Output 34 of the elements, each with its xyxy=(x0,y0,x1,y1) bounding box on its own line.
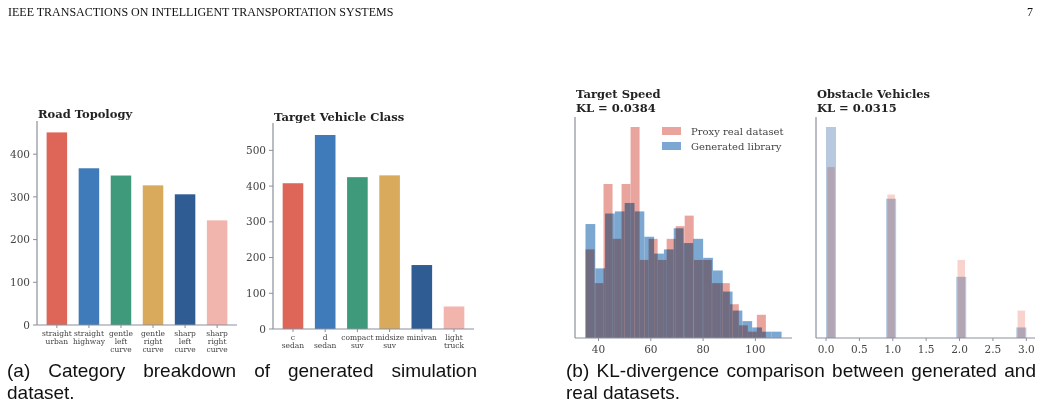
chart-title: Target Speed xyxy=(576,87,661,101)
x-tick-label: 2.0 xyxy=(951,343,968,355)
x-tick-label: 2.5 xyxy=(984,343,1002,355)
chart-subtitle: KL = 0.0384 xyxy=(576,101,656,115)
x-tick-label: 60 xyxy=(644,343,658,355)
chart-subtitle: KL = 0.0315 xyxy=(817,101,897,115)
y-tick-label: 200 xyxy=(245,251,266,264)
y-tick-label: 100 xyxy=(9,275,30,288)
y-tick-label: 300 xyxy=(9,190,30,203)
text: (a) Category breakdown of generated simulation dataset. xyxy=(7,360,477,404)
y-tick-label: 400 xyxy=(245,179,266,192)
x-tick-label: 40 xyxy=(591,343,606,355)
legend-label: Proxy real dataset xyxy=(691,125,784,137)
x-tick-label: 80 xyxy=(696,343,710,355)
y-tick-label: 100 xyxy=(245,286,266,299)
text: (b) KL-divergence comparison between generated and real datasets. xyxy=(566,360,1036,404)
x-tick-label: 1.0 xyxy=(884,343,902,355)
chart-title: Obstacle Vehicles xyxy=(817,87,931,101)
x-tick-label: 1.5 xyxy=(917,343,935,355)
y-tick-label: 0 xyxy=(259,322,266,335)
legend-label: Generated library xyxy=(691,140,782,152)
y-tick-label: 400 xyxy=(9,147,30,160)
y-tick-label: 0 xyxy=(23,318,30,331)
x-tick-label: 3.0 xyxy=(1017,343,1035,355)
text: IEEE TRANSACTIONS ON INTELLIGENT TRANSPORTATION SYSTEMS xyxy=(8,5,394,19)
y-tick-label: 500 xyxy=(245,144,266,157)
x-tick-label: 0.5 xyxy=(851,343,868,355)
text: 7 xyxy=(1027,5,1033,19)
y-tick-label: 200 xyxy=(9,233,30,246)
x-tick-label: 0.0 xyxy=(817,343,835,355)
chart-title: Road Topology xyxy=(38,107,133,121)
y-tick-label: 300 xyxy=(245,215,266,228)
chart-title: Target Vehicle Class xyxy=(274,110,405,124)
x-tick-label: 100 xyxy=(745,343,766,355)
